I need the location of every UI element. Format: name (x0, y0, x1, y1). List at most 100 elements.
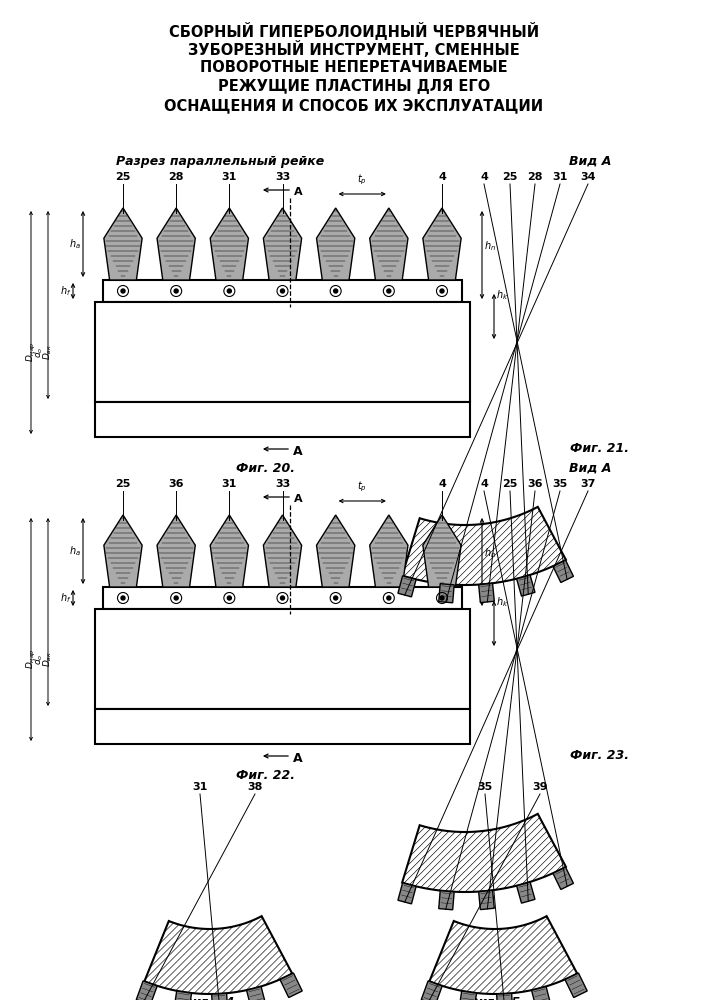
Polygon shape (104, 515, 142, 587)
Text: A: A (294, 494, 303, 504)
Bar (95, 402, 470, 437)
Text: 33: 33 (275, 172, 290, 182)
Text: $t_p$: $t_p$ (357, 173, 367, 187)
Polygon shape (174, 991, 192, 1000)
Polygon shape (553, 560, 573, 582)
Polygon shape (157, 515, 195, 587)
Polygon shape (421, 981, 442, 1000)
Polygon shape (398, 883, 416, 904)
Text: 31: 31 (192, 782, 208, 792)
Text: $h_k$: $h_k$ (496, 595, 508, 609)
Polygon shape (479, 583, 494, 603)
Text: 35: 35 (552, 479, 568, 489)
Text: Разрез параллельный рейке: Разрез параллельный рейке (116, 155, 324, 168)
Circle shape (281, 289, 284, 293)
Text: 31: 31 (222, 479, 237, 489)
Text: 25: 25 (115, 172, 131, 182)
Text: 38: 38 (247, 782, 263, 792)
Text: ЗУБОРЕЗНЫЙ ИНСТРУМЕНТ, СМЕННЫЕ: ЗУБОРЕЗНЫЙ ИНСТРУМЕНТ, СМЕННЫЕ (188, 41, 520, 58)
Bar (95, 302, 470, 402)
Text: $h_f$: $h_f$ (59, 284, 71, 298)
Text: Вид А: Вид А (569, 462, 611, 475)
Text: Вид А: Вид А (569, 155, 611, 168)
Text: 25: 25 (502, 172, 518, 182)
Polygon shape (517, 575, 535, 596)
Text: РЕЖУЩИЕ ПЛАСТИНЫ ДЛЯ ЕГО: РЕЖУЩИЕ ПЛАСТИНЫ ДЛЯ ЕГО (218, 79, 490, 94)
Circle shape (121, 596, 125, 600)
Text: 39: 39 (532, 782, 548, 792)
Text: 35: 35 (477, 782, 493, 792)
Text: $h_a$: $h_a$ (69, 544, 81, 558)
Text: ПОВОРОТНЫЕ НЕПЕРЕТАЧИВАЕМЫЕ: ПОВОРОТНЫЕ НЕПЕРЕТАЧИВАЕМЫЕ (200, 60, 508, 75)
Text: $h_a$: $h_a$ (69, 237, 81, 251)
Text: $d_о$: $d_о$ (33, 346, 45, 358)
Text: Фиг. 22.: Фиг. 22. (235, 769, 295, 782)
Text: 31: 31 (222, 172, 237, 182)
Text: Фиг. 23.: Фиг. 23. (571, 749, 629, 762)
Text: 25: 25 (502, 479, 518, 489)
Polygon shape (280, 973, 302, 998)
Circle shape (121, 289, 125, 293)
Polygon shape (423, 208, 461, 280)
Circle shape (174, 289, 178, 293)
Bar (103, 587, 462, 609)
Text: A: A (293, 752, 303, 765)
Text: 4: 4 (480, 172, 488, 182)
Text: 31: 31 (552, 172, 568, 182)
Text: 36: 36 (168, 479, 184, 489)
Polygon shape (370, 208, 408, 280)
Circle shape (281, 596, 284, 600)
Text: 34: 34 (580, 172, 596, 182)
Polygon shape (104, 208, 142, 280)
Polygon shape (210, 515, 248, 587)
Polygon shape (144, 916, 292, 994)
Polygon shape (136, 981, 157, 1000)
Polygon shape (565, 973, 588, 998)
Polygon shape (210, 208, 248, 280)
Text: $h_f$: $h_f$ (59, 591, 71, 605)
Polygon shape (459, 991, 477, 1000)
Polygon shape (553, 867, 573, 889)
Circle shape (387, 289, 391, 293)
Text: $t_p$: $t_p$ (357, 480, 367, 494)
Text: 37: 37 (580, 479, 596, 489)
Circle shape (174, 596, 178, 600)
Polygon shape (439, 584, 454, 603)
Circle shape (228, 289, 231, 293)
Text: $D_{вк}$: $D_{вк}$ (42, 344, 54, 360)
Polygon shape (211, 993, 228, 1000)
Polygon shape (497, 993, 513, 1000)
Polygon shape (429, 916, 577, 994)
Polygon shape (398, 576, 416, 597)
Polygon shape (517, 882, 535, 903)
Bar (95, 609, 470, 709)
Bar (103, 280, 462, 302)
Polygon shape (157, 208, 195, 280)
Text: 36: 36 (527, 479, 543, 489)
Polygon shape (532, 987, 551, 1000)
Text: 4: 4 (438, 479, 446, 489)
Circle shape (440, 289, 444, 293)
Polygon shape (402, 507, 566, 585)
Text: $d_о$: $d_о$ (33, 653, 45, 665)
Circle shape (440, 596, 444, 600)
Circle shape (387, 596, 391, 600)
Text: 25: 25 (115, 479, 131, 489)
Text: A: A (294, 187, 303, 197)
Text: $h_n$: $h_n$ (484, 546, 496, 560)
Circle shape (334, 289, 338, 293)
Text: 4: 4 (438, 172, 446, 182)
Text: A: A (293, 445, 303, 458)
Polygon shape (317, 208, 355, 280)
Text: 33: 33 (275, 479, 290, 489)
Polygon shape (370, 515, 408, 587)
Polygon shape (264, 208, 302, 280)
Polygon shape (264, 515, 302, 587)
Polygon shape (247, 987, 266, 1000)
Text: 28: 28 (168, 172, 184, 182)
Polygon shape (439, 891, 454, 910)
Polygon shape (479, 890, 494, 910)
Circle shape (334, 596, 338, 600)
Circle shape (228, 596, 231, 600)
Polygon shape (402, 814, 566, 892)
